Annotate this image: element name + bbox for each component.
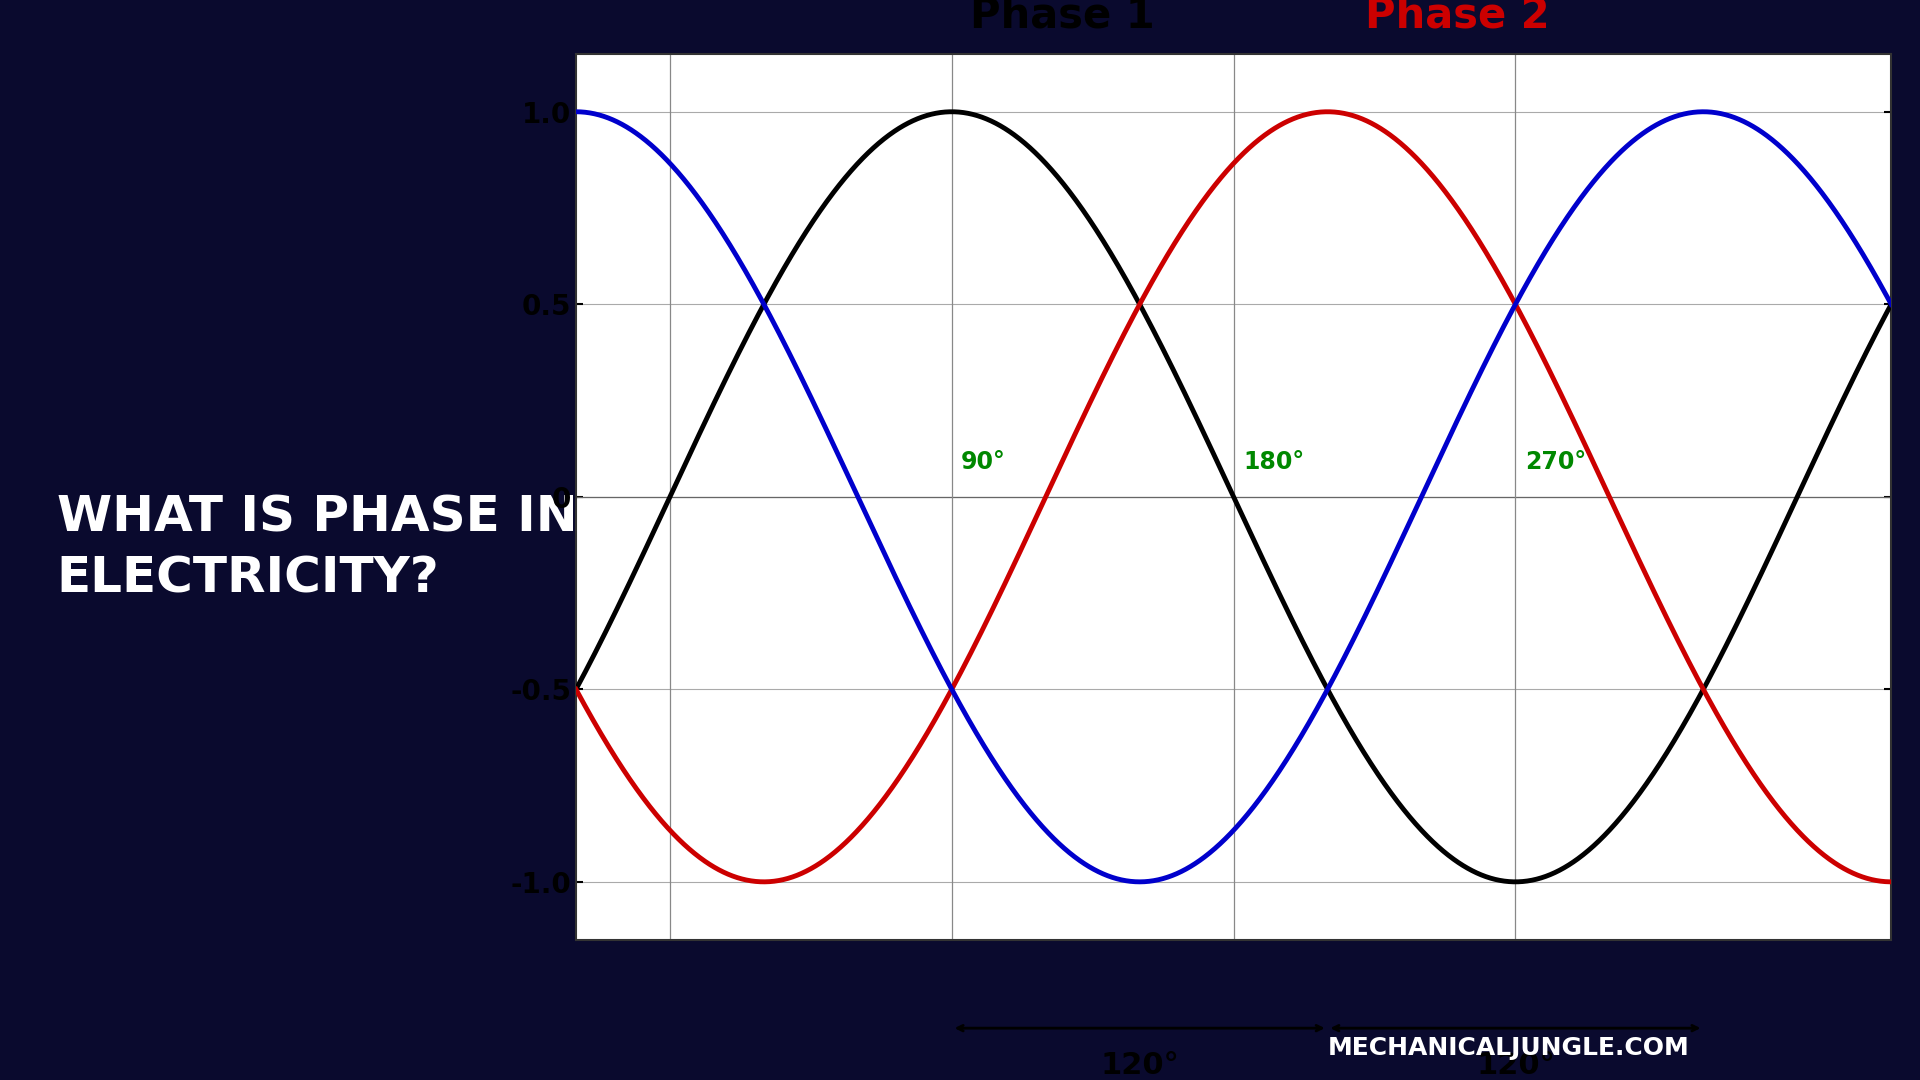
Text: 120°: 120° bbox=[1476, 1051, 1555, 1080]
Text: 180°: 180° bbox=[1242, 449, 1304, 474]
Text: MECHANICALJUNGLE.COM: MECHANICALJUNGLE.COM bbox=[1329, 1036, 1690, 1059]
Text: 270°: 270° bbox=[1524, 449, 1586, 474]
Text: Phase 1: Phase 1 bbox=[970, 0, 1156, 37]
Text: Phase 2: Phase 2 bbox=[1365, 0, 1549, 37]
Text: 90°: 90° bbox=[962, 449, 1006, 474]
Text: WHAT IS PHASE IN
ELECTRICITY?: WHAT IS PHASE IN ELECTRICITY? bbox=[58, 494, 578, 603]
Text: 120°: 120° bbox=[1100, 1051, 1179, 1080]
